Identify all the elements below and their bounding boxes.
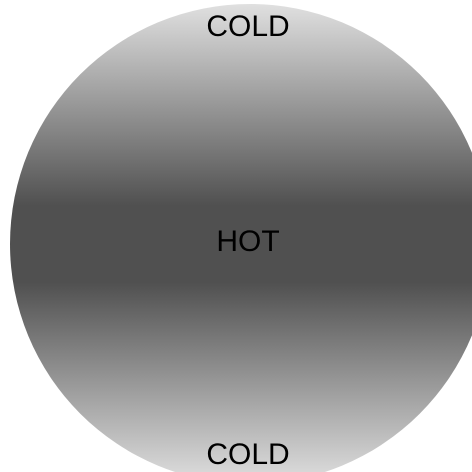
center-label: HOT — [216, 225, 279, 258]
bottom-label: COLD — [206, 438, 289, 471]
gradient-disc — [10, 4, 472, 472]
top-label: COLD — [206, 10, 289, 43]
